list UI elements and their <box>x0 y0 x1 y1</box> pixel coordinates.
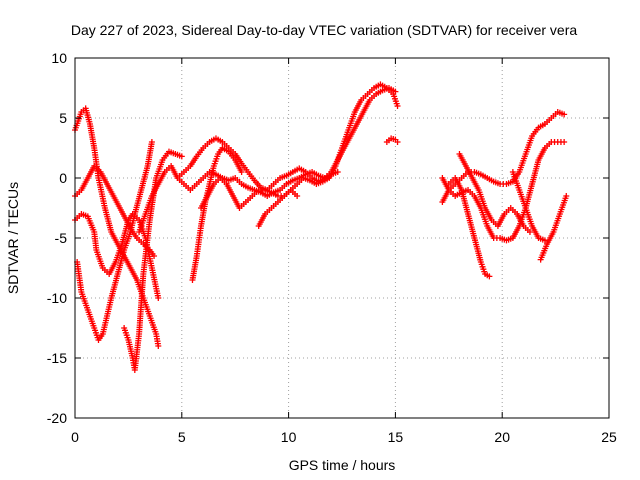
grid-lines <box>75 58 609 418</box>
data-point <box>238 169 245 175</box>
data-point <box>394 139 401 145</box>
data-point <box>563 193 570 199</box>
x-tick-label: 0 <box>71 429 79 445</box>
data-point <box>178 153 185 160</box>
data-point <box>148 139 155 145</box>
data-point <box>334 169 341 175</box>
axis-ticks: 0 5 10 15 20 25 -20 -15 -10 -5 0 5 10 <box>47 50 617 445</box>
x-tick-label: 10 <box>281 429 297 445</box>
data-point <box>155 295 162 301</box>
data-point <box>294 193 301 199</box>
data-point <box>486 273 493 280</box>
data-point <box>394 103 401 109</box>
x-axis-label: GPS time / hours <box>289 457 396 473</box>
data-point <box>561 111 568 118</box>
y-tick-label: -10 <box>47 290 67 306</box>
x-tick-label: 25 <box>601 429 617 445</box>
x-tick-label: 20 <box>494 429 510 445</box>
data-point <box>155 343 162 349</box>
chart-title: Day 227 of 2023, Sidereal Day-to-day VTE… <box>71 22 577 38</box>
y-tick-label: 10 <box>51 50 67 66</box>
x-tick-label: 5 <box>178 429 186 445</box>
y-tick-label: 5 <box>59 110 67 126</box>
x-tick-label: 15 <box>388 429 404 445</box>
data-point <box>561 139 568 145</box>
y-tick-label: -20 <box>47 410 67 426</box>
y-tick-label: -15 <box>47 350 67 366</box>
data-point <box>526 229 533 235</box>
data-points <box>72 81 570 373</box>
y-axis-label: SDTVAR / TECUs <box>5 182 21 294</box>
y-tick-label: 0 <box>59 170 67 186</box>
data-point <box>151 253 158 259</box>
y-tick-label: -5 <box>55 230 68 246</box>
